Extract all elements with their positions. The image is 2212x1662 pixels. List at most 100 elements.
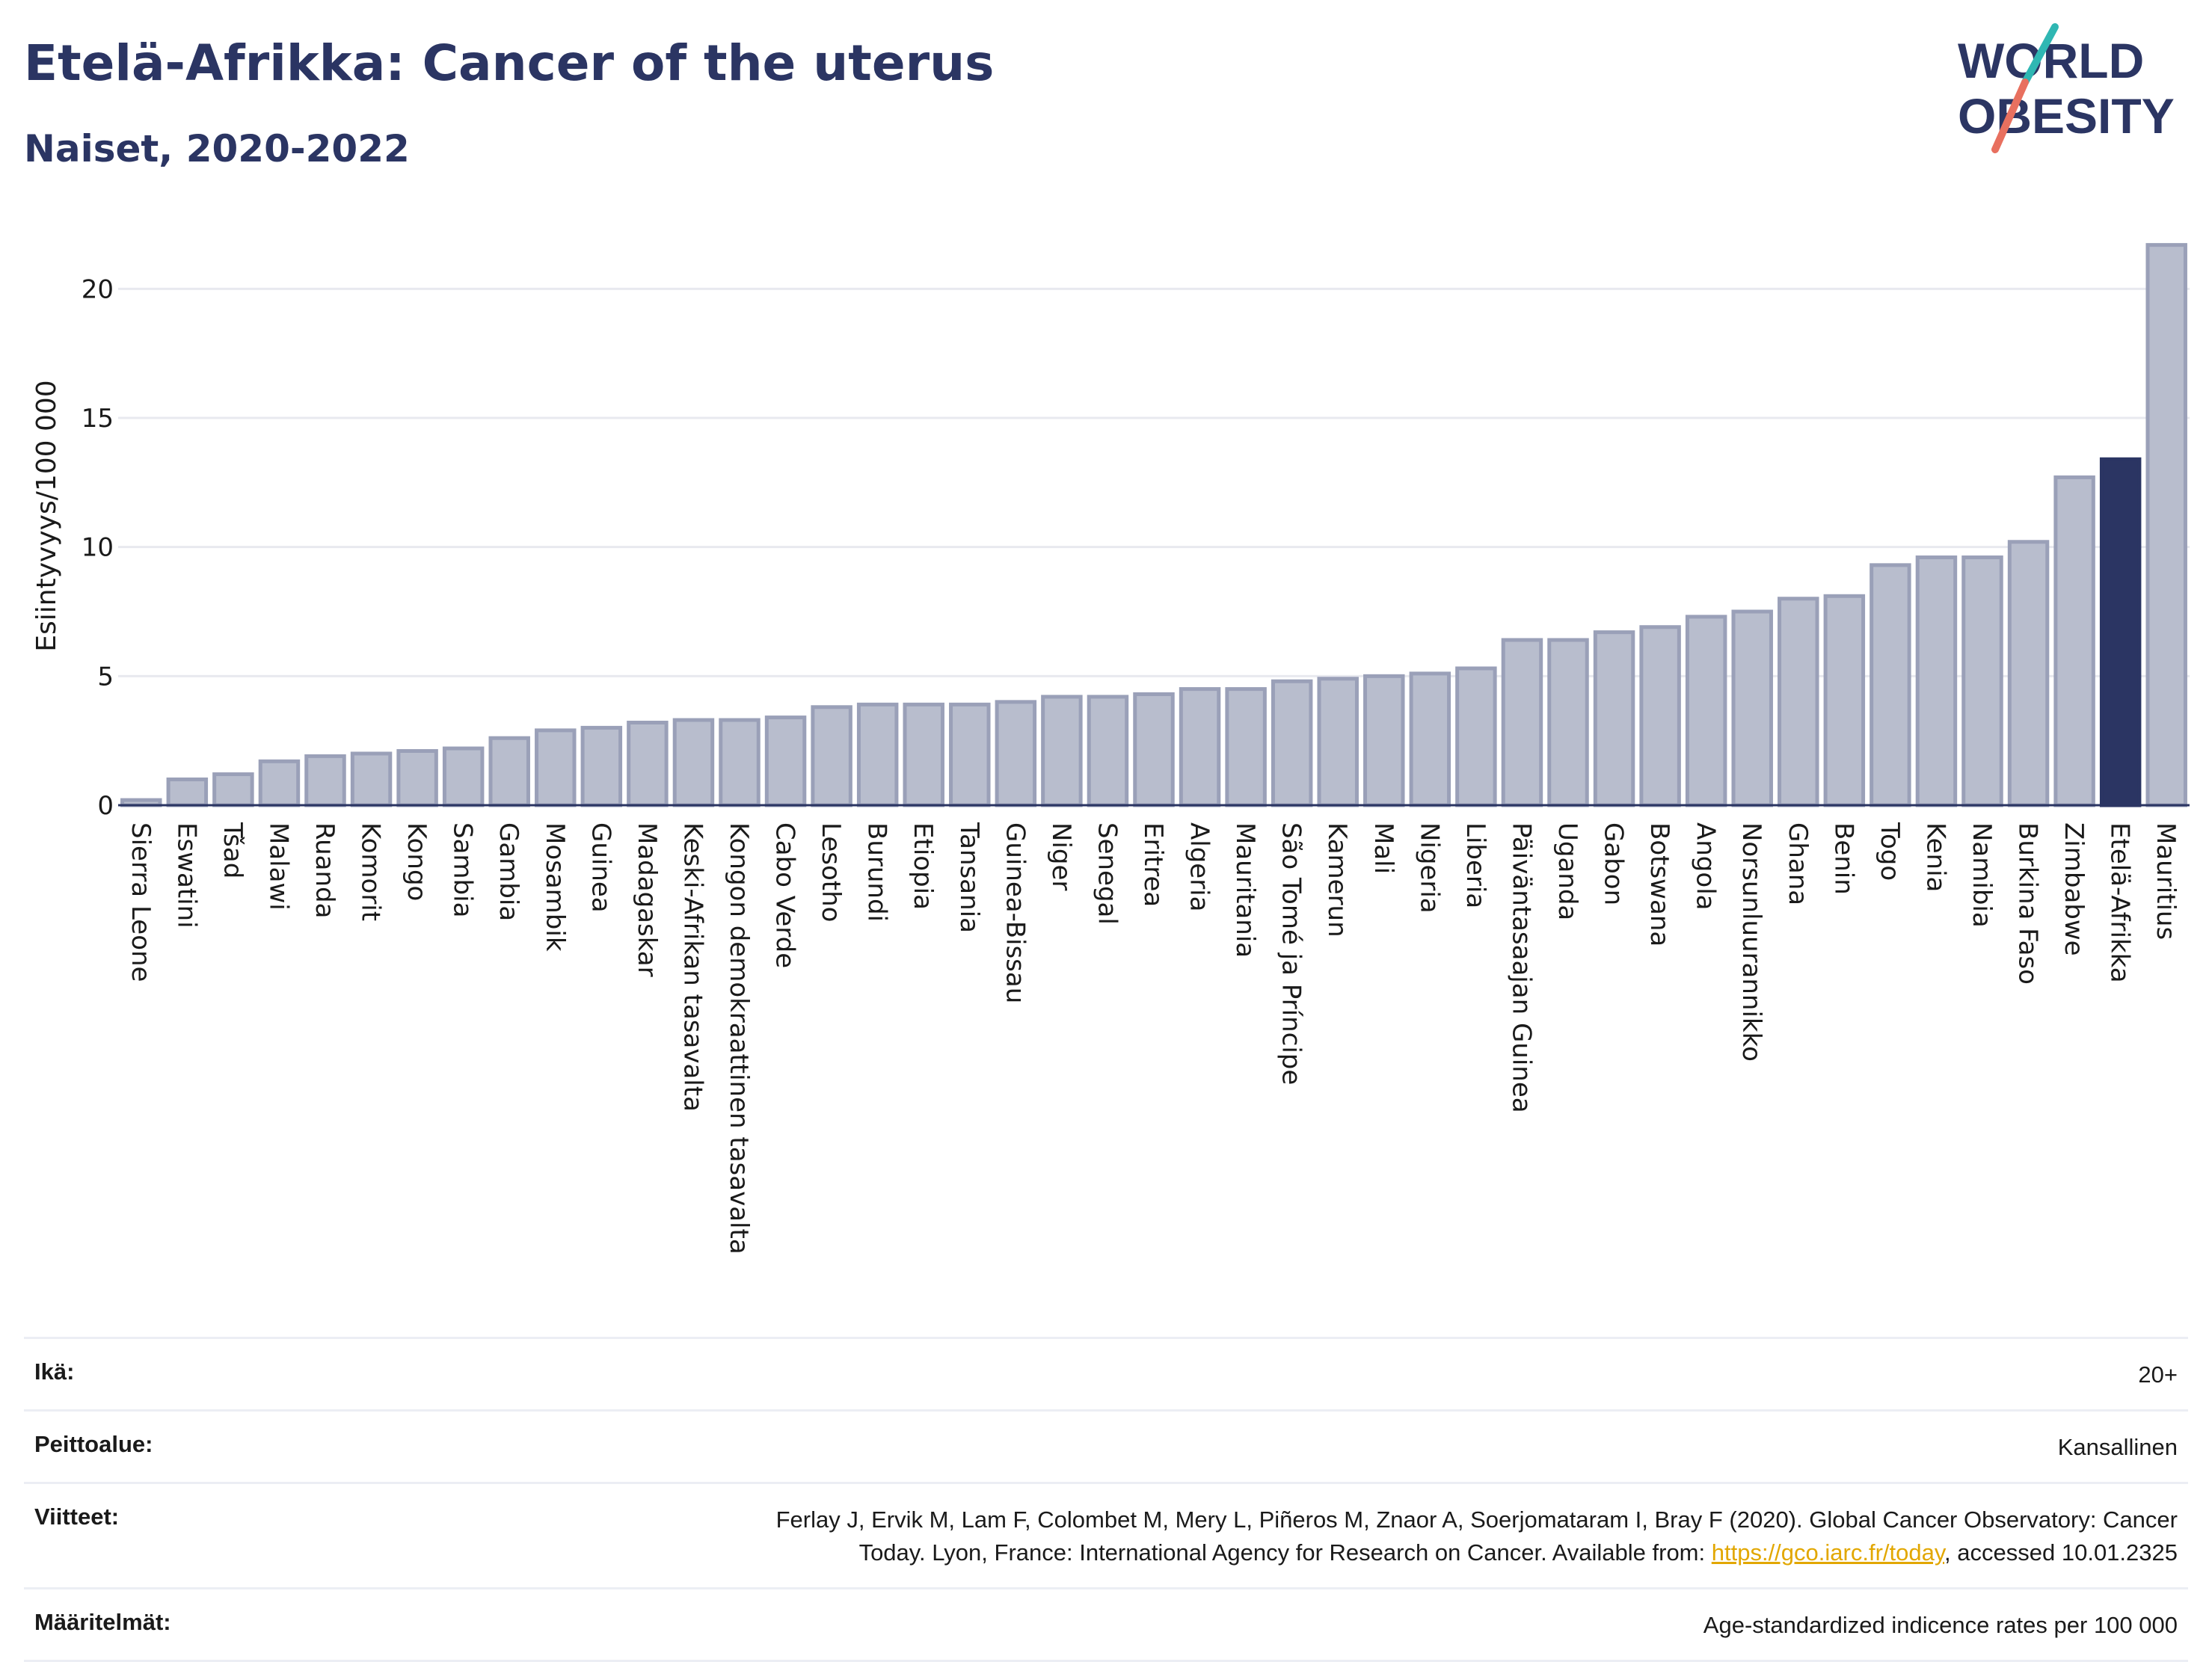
- bar: [995, 700, 1037, 807]
- bar: [1823, 594, 1866, 807]
- age-value: 20+: [2138, 1361, 2178, 1388]
- bar: [1087, 695, 1129, 807]
- x-tick-label: Keski-Afrikan tasavalta: [678, 822, 707, 1112]
- bar: [1731, 609, 1773, 807]
- bar: [1317, 677, 1359, 807]
- x-tick-label: Tansania: [954, 822, 984, 933]
- bar: [488, 736, 530, 807]
- bar: [811, 705, 852, 807]
- bar: [396, 748, 438, 807]
- y-tick-label: 20: [82, 274, 114, 304]
- y-tick-label: 15: [82, 404, 114, 434]
- x-tick-label: Päiväntasaajan Guinea: [1506, 822, 1536, 1113]
- x-tick-label: Kongo: [402, 822, 431, 901]
- meta-row-age: Ikä: 20+: [24, 1337, 2188, 1409]
- bar: [1870, 563, 1911, 807]
- bar: [719, 718, 761, 807]
- bar: [1915, 555, 1958, 807]
- x-tick-label: Norsunluurannikko: [1736, 822, 1766, 1062]
- x-tick-label: Etiopia: [908, 822, 938, 910]
- page-title: Etelä-Afrikka: Cancer of the uterus: [24, 34, 995, 92]
- bar: [2007, 540, 2050, 807]
- x-tick-label: Botswana: [1644, 822, 1674, 947]
- references-line2-post: , accessed 10.01.2325: [1944, 1539, 2178, 1566]
- logo-slash-teal: [2021, 23, 2059, 86]
- definitions-value: Age-standardized indicence rates per 100…: [1703, 1612, 2178, 1638]
- definitions-label: Määritelmät:: [34, 1609, 171, 1635]
- references-line2-pre: Today. Lyon, France: International Agenc…: [858, 1539, 1712, 1566]
- x-tick-label: Sierra Leone: [126, 822, 156, 982]
- bar: [1501, 638, 1543, 807]
- x-tick-label: Mauritania: [1230, 822, 1260, 958]
- bar-chart: 0 5 10 15 20 Esiintyvyys/100 000 Sierra Leone E…: [31, 243, 2190, 1255]
- x-tick-label: Benin: [1828, 822, 1858, 895]
- x-tick-label: Nigeria: [1414, 822, 1444, 914]
- x-tick-label: Gambia: [494, 822, 523, 921]
- bar: [1685, 615, 1727, 807]
- references-line1: Ferlay J, Ervik M, Lam F, Colombet M, Me…: [775, 1506, 2178, 1533]
- x-tick-label: Eswatini: [171, 822, 201, 929]
- meta-row-coverage: Peittoalue: Kansallinen: [24, 1409, 2188, 1482]
- x-tick-label: Algeria: [1185, 822, 1214, 911]
- y-tick-label: 0: [97, 791, 114, 821]
- bar: [535, 728, 577, 807]
- references-link[interactable]: https://gco.iarc.fr/today: [1711, 1539, 1945, 1566]
- bar: [166, 777, 209, 807]
- bar: [856, 702, 899, 807]
- bar: [1409, 671, 1451, 807]
- bar: [1133, 692, 1175, 807]
- bar: [1179, 687, 1221, 807]
- bar: [1271, 679, 1313, 807]
- x-tick-label: São Tomé ja Príncipe: [1276, 822, 1306, 1085]
- metadata-table: Ikä: 20+ Peittoalue: Kansallinen Viittee…: [24, 1337, 2188, 1662]
- x-tick-label: Kamerun: [1322, 822, 1352, 938]
- logo-text-obesity: OBESITY: [1958, 88, 2175, 144]
- x-tick-label: Eritrea: [1138, 822, 1168, 907]
- bar: [2099, 457, 2142, 807]
- x-tick-label: Madagaskar: [632, 822, 662, 977]
- bar: [350, 751, 393, 807]
- x-tick-label: Zimbabwe: [2059, 822, 2089, 956]
- bar: [1778, 597, 1819, 807]
- bar: [2053, 475, 2095, 807]
- bar: [903, 702, 944, 807]
- x-tick-label: Niger: [1046, 822, 1076, 890]
- bar: [1363, 674, 1405, 807]
- bar: [442, 746, 485, 807]
- bar: [627, 720, 669, 807]
- x-tick-label: Tšad: [218, 822, 248, 878]
- bar: [580, 725, 623, 807]
- bar: [764, 715, 807, 807]
- x-tick-label: Kongon demokraattinen tasavalta: [724, 822, 754, 1255]
- x-tick-label: Sambia: [448, 822, 478, 917]
- x-tick-label: Malawi: [263, 822, 293, 911]
- bar: [1225, 687, 1267, 807]
- references-label: Viitteet:: [34, 1504, 120, 1530]
- x-tick-label: Uganda: [1552, 822, 1582, 920]
- world-obesity-logo: WORLD OBESITY: [1958, 23, 2175, 153]
- references-value: Ferlay J, Ervik M, Lam F, Colombet M, Me…: [776, 1504, 2178, 1569]
- x-tick-label: Gabon: [1599, 822, 1629, 905]
- x-tick-label: Ghana: [1783, 822, 1813, 905]
- logo-slash-coral: [1991, 79, 2029, 153]
- page-subtitle: Naiset, 2020-2022: [24, 127, 410, 170]
- bar: [1041, 695, 1083, 807]
- bar: [212, 772, 254, 807]
- x-tick-label: Mali: [1368, 822, 1398, 874]
- x-tick-label: Senegal: [1092, 822, 1122, 925]
- meta-row-references: Viitteet: Ferlay J, Ervik M, Lam F, Colo…: [24, 1482, 2188, 1587]
- x-tick-label: Mosambik: [540, 822, 570, 952]
- x-tick-label: Burundi: [862, 822, 892, 922]
- bar: [258, 759, 301, 807]
- x-tick-label: Togo: [1875, 822, 1905, 881]
- bar: [1593, 630, 1635, 807]
- x-tick-label: Guinea-Bissau: [1000, 822, 1030, 1003]
- x-tick-label: Burkina Faso: [2013, 822, 2043, 985]
- x-tick-label: Etelä-Afrikka: [2105, 822, 2135, 983]
- bar: [1639, 625, 1681, 807]
- x-tick-label: Namibia: [1967, 822, 1997, 928]
- x-tick-label: Mauritius: [2151, 822, 2181, 940]
- x-tick-label: Angola: [1691, 822, 1721, 910]
- bar: [1547, 638, 1589, 807]
- meta-row-definitions: Määritelmät: Age-standardized indicence …: [24, 1587, 2188, 1662]
